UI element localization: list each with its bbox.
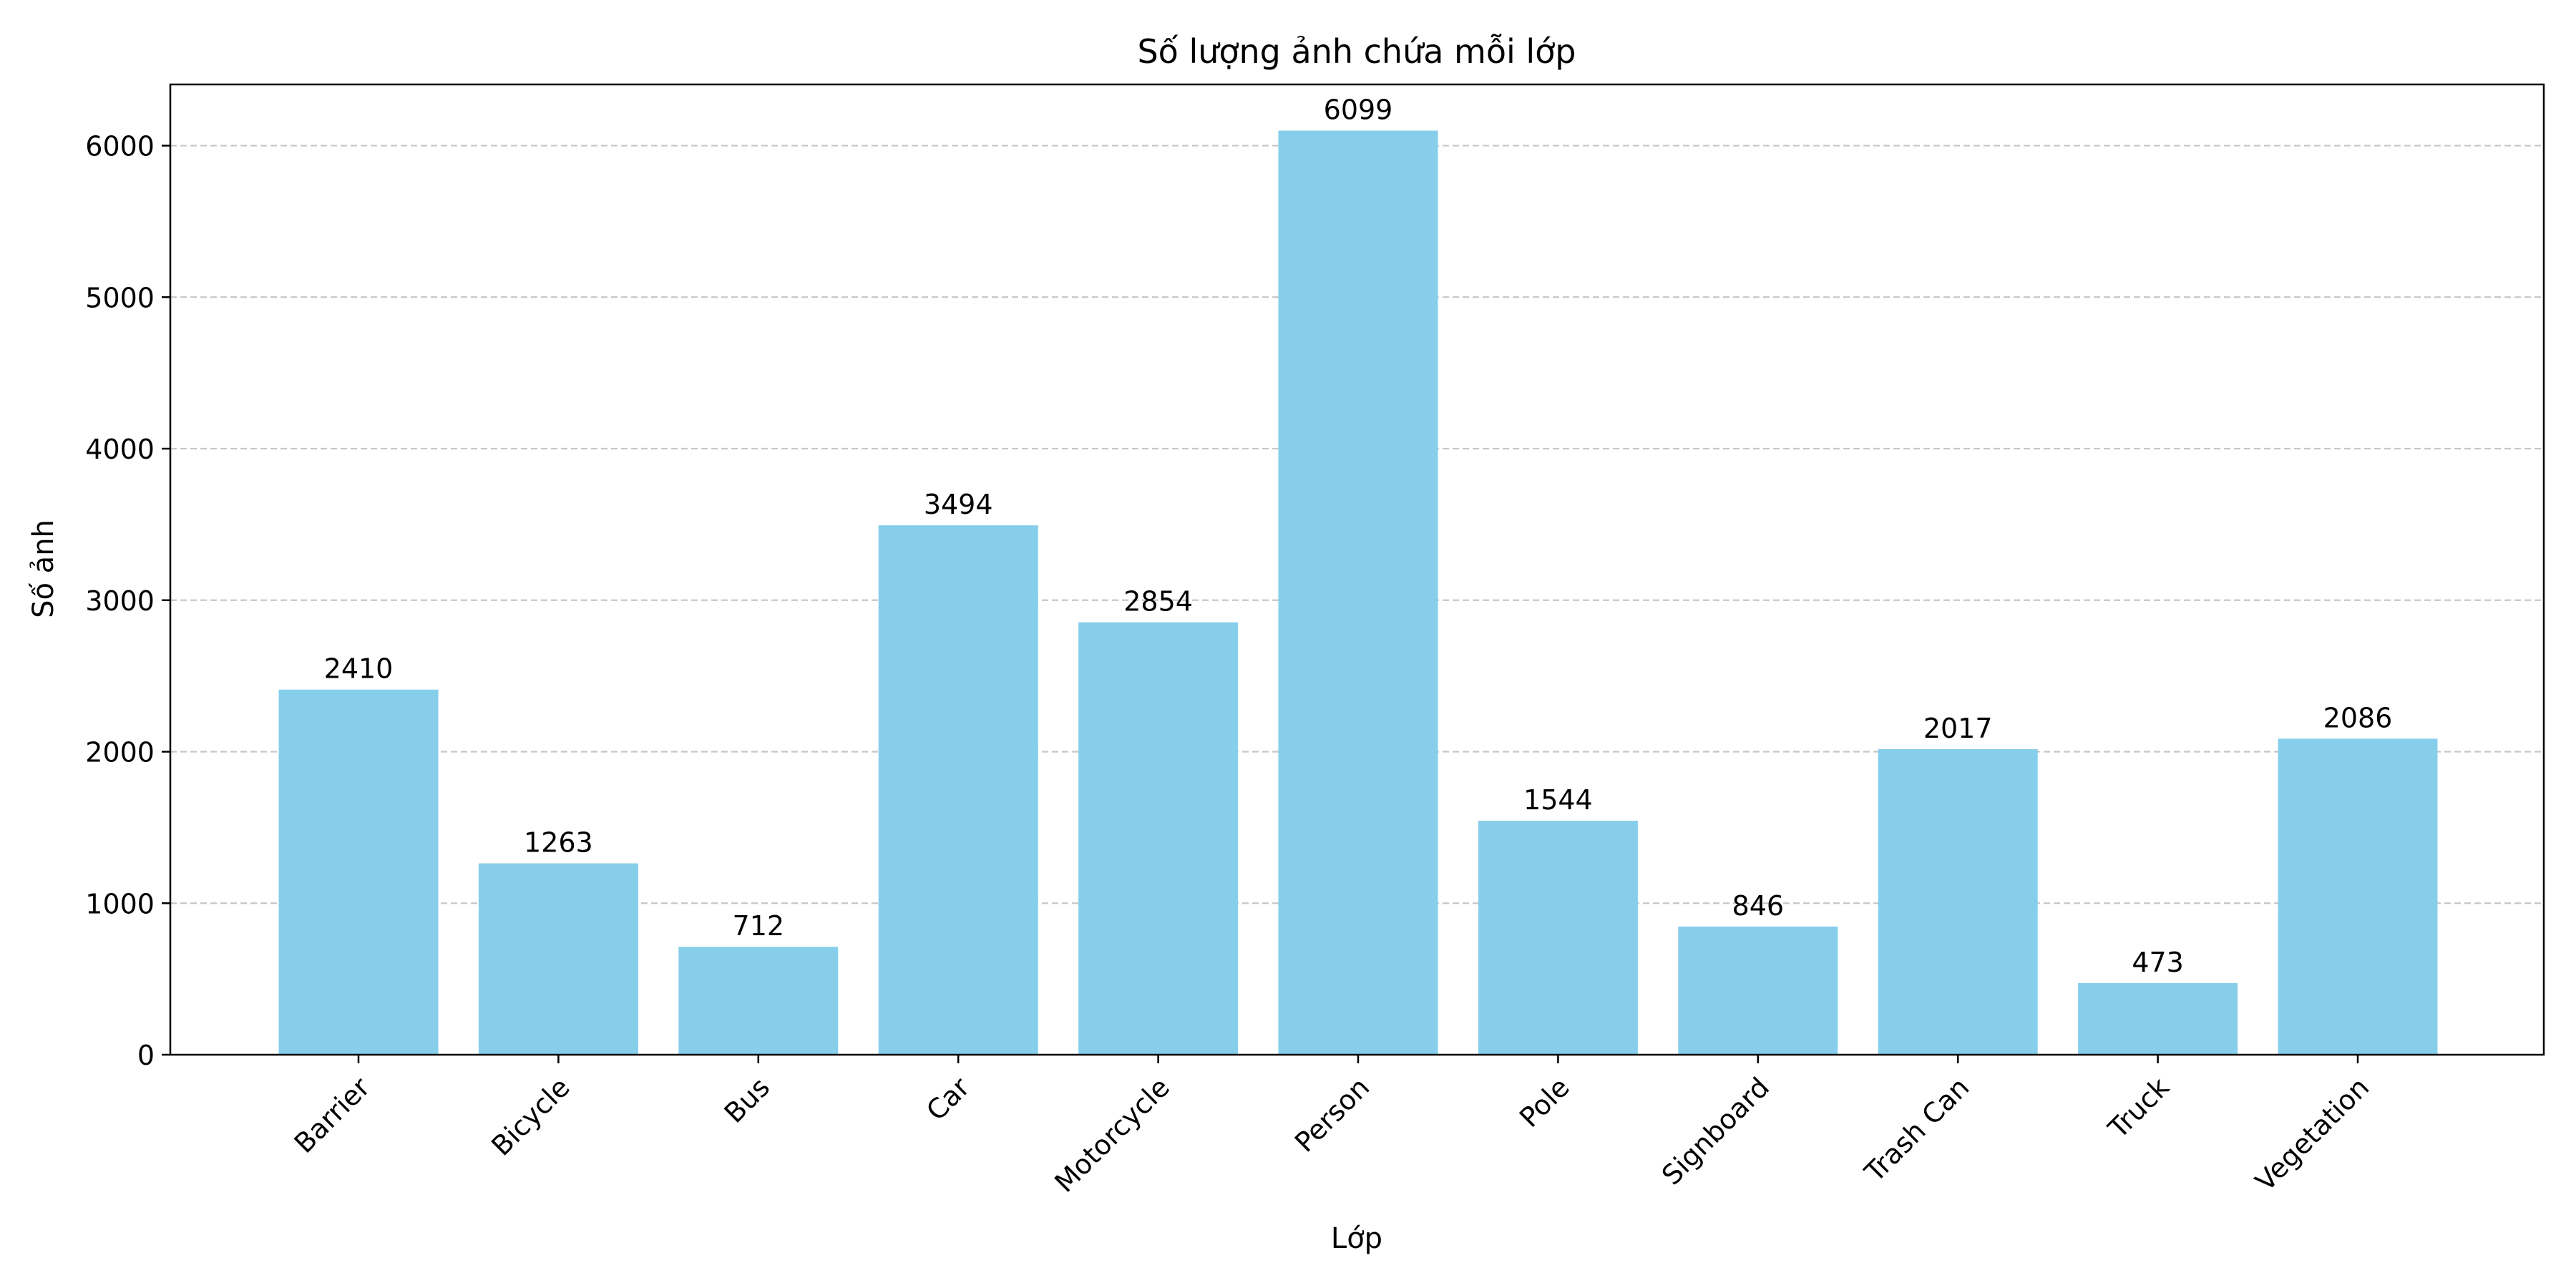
data-label-barrier: 2410	[324, 653, 394, 685]
bar-vegetation	[2278, 738, 2438, 1055]
data-label-signboard: 846	[1732, 890, 1785, 922]
bar-bicycle	[478, 863, 638, 1055]
bar-person	[1278, 130, 1438, 1055]
data-label-trash-can: 2017	[1923, 713, 1993, 744]
x-tick-label-trash-can: Trash Can	[1858, 1071, 1976, 1189]
bar-truck	[2078, 982, 2238, 1055]
y-tick-label-3000: 3000	[85, 585, 155, 617]
x-tick-label-barrier: Barrier	[288, 1071, 376, 1159]
bar-car	[878, 525, 1038, 1055]
x-tick-label-motorcycle: Motorcycle	[1048, 1071, 1176, 1199]
bars	[278, 130, 2438, 1055]
x-tick-label-person: Person	[1289, 1071, 1375, 1158]
data-label-person: 6099	[1324, 94, 1393, 126]
x-axis-ticks: Barrier Bicycle Bus Car Motorcycle Person Pole…	[288, 1055, 2375, 1199]
data-label-car: 3494	[924, 489, 993, 520]
data-label-motorcycle: 2854	[1123, 586, 1193, 618]
x-tick-label-vegetation: Vegetation	[2249, 1071, 2375, 1197]
x-tick-label-truck: Truck	[2102, 1071, 2175, 1145]
y-tick-label-0: 0	[137, 1040, 155, 1071]
y-tick-label-6000: 6000	[85, 131, 155, 162]
y-tick-label-5000: 5000	[85, 282, 155, 313]
data-label-bicycle: 1263	[524, 827, 593, 859]
bar-pole	[1478, 821, 1638, 1055]
y-axis-label: Số ảnh	[27, 519, 60, 618]
x-axis-label: Lớp	[1331, 1222, 1382, 1255]
bar-bus	[678, 947, 839, 1055]
data-label-vegetation: 2086	[2323, 702, 2393, 733]
data-label-pole: 1544	[1523, 784, 1593, 816]
x-tick-label-bicycle: Bicycle	[485, 1071, 575, 1161]
chart-title: Số lượng ảnh chứa mỗi lớp	[1137, 32, 1576, 71]
x-tick-label-car: Car	[920, 1071, 976, 1127]
y-tick-label-1000: 1000	[85, 888, 155, 919]
bar-signboard	[1678, 926, 1838, 1055]
x-tick-label-signboard: Signboard	[1656, 1071, 1775, 1191]
x-tick-label-bus: Bus	[718, 1071, 776, 1129]
x-tick-label-pole: Pole	[1513, 1071, 1576, 1133]
y-tick-label-2000: 2000	[85, 737, 155, 769]
y-axis-ticks: 0 1000 2000 3000 4000 5000 6000	[85, 131, 170, 1071]
y-tick-label-4000: 4000	[85, 434, 155, 465]
data-labels: 2410 1263 712 3494 2854 6099 1544 846 2017 473 208…	[324, 94, 2393, 978]
data-label-bus: 712	[733, 910, 785, 942]
data-label-truck: 473	[2132, 947, 2184, 978]
bar-barrier	[278, 689, 439, 1055]
plot-frame	[169, 83, 2545, 1056]
bar-trash-can	[1878, 748, 2038, 1055]
bar-motorcycle	[1078, 622, 1239, 1055]
